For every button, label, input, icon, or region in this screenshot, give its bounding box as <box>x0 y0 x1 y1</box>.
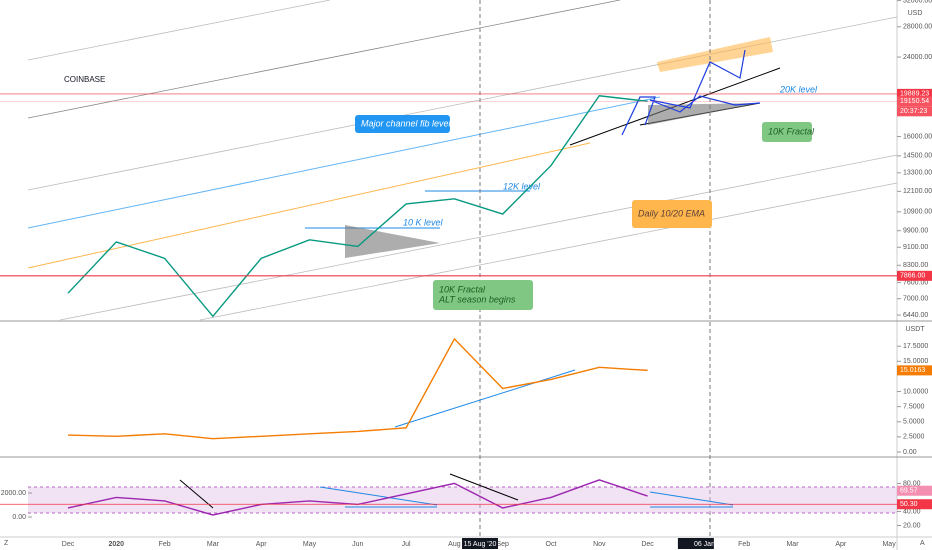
trend-line <box>649 491 734 506</box>
y2-tick-label: 2000.00 <box>1 490 26 497</box>
price-tag-label: 7866.00 <box>900 273 925 280</box>
date-highlight <box>462 538 498 549</box>
y-tick-label: 17.5000 <box>903 343 928 350</box>
countdown: 20:37:23 <box>900 108 927 115</box>
annotation: 10K Fractal <box>768 126 815 136</box>
price-line <box>67 337 648 440</box>
trend-line <box>319 486 438 506</box>
x-tick-label: Nov <box>593 541 606 548</box>
last-value-tag <box>897 365 932 376</box>
corner-z: Z <box>4 540 9 547</box>
y-tick-label: 9100.00 <box>903 244 928 251</box>
annotation: 10K Fractal <box>439 284 486 294</box>
y-tick-label: 5.0000 <box>903 419 925 426</box>
y-tick-label: 9900.00 <box>903 228 928 235</box>
fractal-shape <box>648 103 760 125</box>
annotation-box <box>762 122 812 142</box>
y-tick-label: 7600.00 <box>903 279 928 286</box>
corner-a: A <box>920 540 925 547</box>
y-tick-label: 40.00 <box>903 508 921 515</box>
countdown-tag <box>897 106 932 117</box>
value-tag <box>897 499 932 510</box>
projection-arrow <box>649 95 761 113</box>
x-tick-label: 2020 <box>109 541 125 548</box>
annotation: 20K level <box>779 84 818 94</box>
annotation: Daily 10/20 EMA <box>638 208 705 218</box>
fib-line <box>27 142 591 269</box>
x-tick-label: May <box>303 541 317 548</box>
y-tick-label: 14500.00 <box>903 153 932 160</box>
last-value-label: 15.0163 <box>900 367 925 374</box>
trend-line <box>449 473 519 501</box>
y-tick-label: 10.0000 <box>903 388 928 395</box>
y-tick-label: 13300.00 <box>903 170 932 177</box>
x-tick-label: May <box>882 541 896 548</box>
annotation: 12K level <box>503 181 541 191</box>
price-tag <box>897 270 932 281</box>
price-tag <box>897 88 932 99</box>
y-tick-label: 2.5000 <box>903 434 925 441</box>
x-tick-label: Apr <box>835 541 847 548</box>
y-tick-label: 32000.00 <box>903 0 932 4</box>
annotation-box <box>632 200 712 228</box>
x-tick-label: Feb <box>159 541 171 548</box>
fib-line <box>27 96 661 229</box>
annotation-box <box>355 115 450 133</box>
crosshair-date: 15 Aug '20 <box>464 541 497 548</box>
value-tag <box>897 485 932 496</box>
x-tick-label: Apr <box>256 541 268 548</box>
fractal-shape <box>345 225 440 258</box>
y-tick-label: 7000.00 <box>903 296 928 303</box>
y-tick-label: 15.0000 <box>903 358 928 365</box>
x-tick-label: Jul <box>402 541 411 548</box>
currency-label: USD <box>908 10 923 17</box>
value-tag-label: 69.57 <box>900 488 918 495</box>
x-tick-label: Dec <box>62 541 75 548</box>
date-highlight <box>677 538 714 549</box>
y-tick-label: 20.00 <box>903 522 921 529</box>
x-tick-label: Oct <box>546 541 557 548</box>
target-zone <box>657 37 773 72</box>
price-tag <box>897 96 932 107</box>
annotation-box <box>433 280 533 310</box>
y-tick-label: 6440.00 <box>903 312 928 319</box>
x-tick-label: Dec <box>641 541 654 548</box>
x-tick-label: Mar <box>207 541 220 548</box>
y2-tick-label: 0.00 <box>12 514 26 521</box>
price-line <box>67 95 648 318</box>
y-tick-label: 10900.00 <box>903 209 932 216</box>
exchange-label: COINBASE <box>64 75 105 84</box>
y-tick-label: 8300.00 <box>903 262 928 269</box>
annotation: 10 K level <box>403 217 444 227</box>
projection-arrow <box>649 49 746 109</box>
rsi-band <box>28 487 897 513</box>
y-tick-label: 80.00 <box>903 480 921 487</box>
currency-label: USDT <box>905 326 925 333</box>
y-tick-label: 7.5000 <box>903 403 925 410</box>
y-tick-label: 0.00 <box>903 449 917 456</box>
price-tag-label: 19889.23 <box>900 91 929 98</box>
y-tick-label: 28000.00 <box>903 24 932 31</box>
y-tick-label: 24000.00 <box>903 54 932 61</box>
trend-line <box>394 369 576 428</box>
x-tick-label: Jun <box>352 541 363 548</box>
price-tag-label: 19150.54 <box>900 98 929 105</box>
trend-line <box>179 479 214 509</box>
annotation: Major channel fib level <box>361 118 452 128</box>
x-tick-label: Aug <box>448 541 461 548</box>
x-tick-label: Sep <box>496 541 509 548</box>
y-tick-label: 12100.00 <box>903 188 932 195</box>
x-tick-label: Feb <box>738 541 750 548</box>
y-tick-label: 16000.00 <box>903 133 932 140</box>
x-tick-label: 06 Jan '21 <box>694 541 726 548</box>
value-tag-label: 50.30 <box>900 501 918 508</box>
annotation: ALT season begins <box>438 294 516 304</box>
plot-bg <box>0 0 897 550</box>
x-tick-label: Mar <box>786 541 799 548</box>
projection-arrow <box>621 96 656 136</box>
